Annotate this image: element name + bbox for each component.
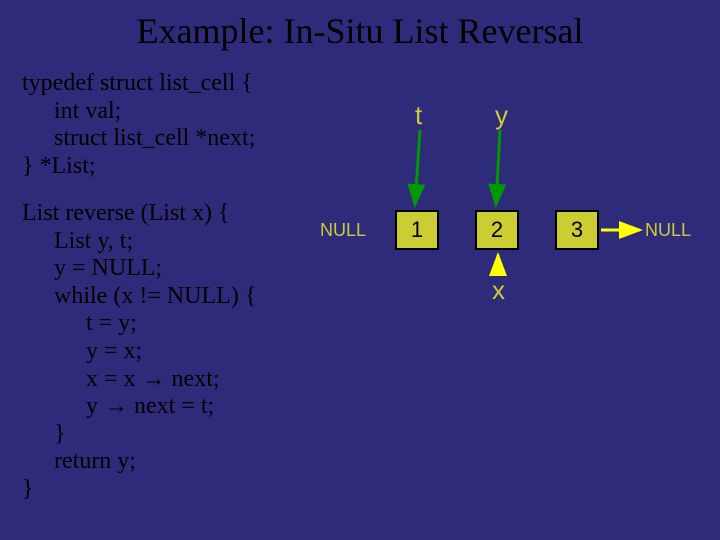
function-block: List reverse (List x) { List y, t; y = N… (22, 200, 256, 504)
code-line: } (22, 476, 256, 504)
code-line: y = x; (86, 338, 256, 366)
code-line: return y; (54, 448, 256, 476)
code-line: } (54, 421, 256, 449)
page-title: Example: In-Situ List Reversal (0, 0, 720, 52)
list-diagram: t y x NULL NULL 1 2 3 (320, 80, 710, 290)
code-line: x = x → next; (86, 366, 256, 394)
typedef-block: typedef struct list_cell { int val; stru… (22, 70, 255, 180)
code-line: y → next = t; (86, 393, 256, 421)
code-line: while (x != NULL) { (54, 283, 256, 311)
code-line: t = y; (86, 310, 256, 338)
code-line: } *List; (22, 153, 255, 181)
code-line: struct list_cell *next; (54, 125, 255, 153)
code-line: int val; (54, 98, 255, 126)
code-line: y = NULL; (54, 255, 256, 283)
code-line: typedef struct list_cell { (22, 70, 255, 98)
code-line: List reverse (List x) { (22, 200, 256, 228)
pointer-t-arrow (320, 80, 720, 330)
code-line: List y, t; (54, 228, 256, 256)
